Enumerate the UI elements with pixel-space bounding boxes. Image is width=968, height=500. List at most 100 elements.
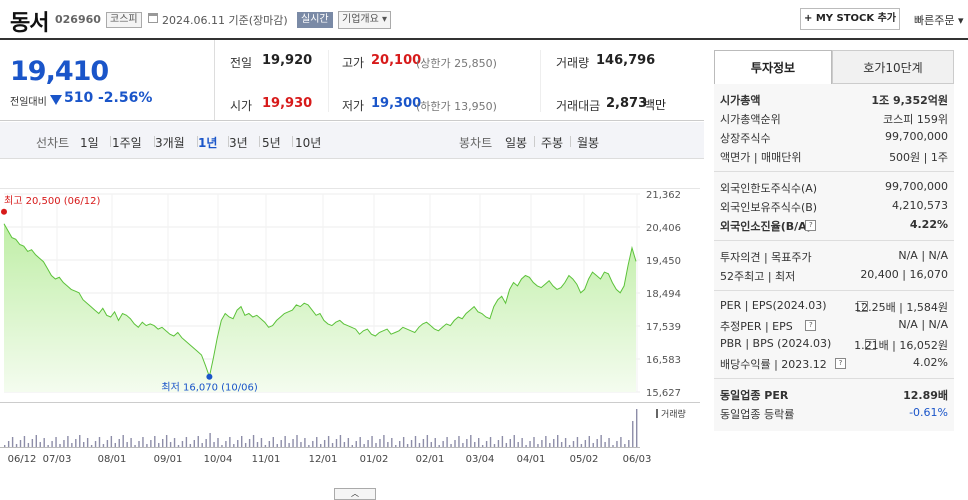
period-tab-6[interactable]: 10년 [295, 136, 322, 150]
volume-bar [521, 438, 523, 447]
info-value: 99,700,000 [885, 130, 948, 143]
info-value: 4.02% [913, 356, 948, 369]
high-label: 고가 [342, 56, 365, 70]
volume-bar [241, 436, 243, 447]
info-value: N/A | N/A [898, 249, 948, 262]
volume-bar [67, 436, 69, 447]
volume-bar [537, 444, 539, 447]
volume-bar [323, 440, 326, 447]
period-tab-0[interactable]: 1일 [80, 136, 99, 150]
help-icon[interactable]: ? [835, 358, 846, 369]
candle-tab-2[interactable]: 월봉 [577, 136, 600, 150]
volume-bar [308, 445, 310, 447]
volume-bar [327, 436, 330, 447]
volume-bar [450, 444, 452, 447]
upper-limit: (상한가 25,850) [416, 57, 497, 70]
stock-name: 동서 [10, 11, 49, 36]
y-tick-label: 18,494 [646, 289, 681, 300]
volume-bar [596, 439, 598, 447]
volume-bar [102, 444, 105, 447]
volume-bar [268, 441, 271, 447]
help-icon[interactable]: ? [857, 301, 869, 312]
volume-bar [173, 438, 176, 447]
volume-bar [588, 436, 590, 447]
volume-bar [118, 439, 120, 447]
volume-bar [23, 436, 26, 447]
section-divider [714, 240, 954, 241]
volume-bar [426, 435, 429, 447]
volume-bar [51, 441, 53, 447]
collapse-chevron-icon[interactable]: ︿ [334, 488, 376, 500]
help-icon[interactable]: ? [805, 320, 817, 331]
chart-top-line [0, 188, 700, 189]
section-divider [714, 378, 954, 379]
line-chart-label: 선차트 [36, 136, 70, 150]
help-icon[interactable]: ? [864, 339, 876, 350]
info-row: 투자의견 | 목표주가 N/A | N/A [720, 249, 948, 267]
realtime-button[interactable]: 실시간 [297, 12, 333, 28]
tab-invest-info[interactable]: 투자정보 [714, 50, 832, 84]
volume-baseline [0, 447, 640, 448]
tab-order-book[interactable]: 호가10단계 [832, 50, 954, 84]
section-divider [714, 290, 954, 291]
info-value: 코스피 159위 [883, 113, 948, 126]
diff-label: 전일대비 [10, 97, 47, 108]
y-tick-label: 16,583 [646, 355, 681, 366]
y-tick-label: 19,450 [646, 256, 681, 267]
price-area [4, 223, 636, 392]
period-tab-5[interactable]: 5년 [262, 136, 281, 150]
tab-separator [570, 136, 571, 147]
volume-bar [39, 442, 41, 447]
volume-bar [379, 439, 381, 447]
volume-bar [406, 444, 409, 447]
period-tab-3[interactable]: 1년 [198, 136, 218, 150]
info-value: 4,210,573 [892, 199, 948, 212]
info-row: 배당수익률 | 2023.12? 4.02% [720, 356, 948, 374]
tab-separator [110, 136, 111, 147]
volume-bar [130, 438, 132, 447]
volume-bar [138, 441, 140, 447]
volume-bar [35, 435, 37, 447]
amount-unit: 백만 [644, 98, 667, 112]
volume-bar [75, 439, 77, 447]
volume-bar [169, 442, 172, 447]
volume-bar [533, 437, 535, 447]
info-key: 배당수익률 | 2023.12 [720, 358, 827, 371]
high-marker [1, 208, 7, 215]
stock-code: 026960 [55, 13, 101, 26]
quick-order-button[interactable]: 빠른주문 ▾ [914, 14, 964, 27]
volume-bar [600, 435, 602, 447]
x-tick-label: 05/02 [570, 454, 599, 465]
tab-separator [228, 136, 229, 147]
info-key: 동일업종 PER [720, 389, 789, 402]
help-icon[interactable]: ? [805, 220, 817, 231]
lower-limit: (하한가 13,950) [416, 100, 497, 113]
volume-bar [300, 442, 302, 447]
period-tab-4[interactable]: 3년 [229, 136, 248, 150]
volume-bar [146, 444, 148, 447]
prev-label: 전일 [230, 56, 253, 70]
candle-chart-label: 봉차트 [459, 136, 493, 150]
volume-label: 거래량 [556, 56, 590, 70]
invest-info-table: 시가총액 1조 9,352억원 시가총액순위 코스피 159위 상장주식수 99,700,… [714, 84, 954, 431]
volume-value: 146,796 [596, 53, 656, 68]
company-info-dropdown[interactable]: 기업개요 ▾ [338, 11, 391, 29]
candle-tab-0[interactable]: 일봉 [505, 136, 528, 150]
volume-bar [430, 442, 432, 447]
mystock-add-button[interactable]: + MY STOCK 추가 [800, 8, 900, 30]
period-tab-2[interactable]: 3개월 [155, 136, 185, 150]
volume-bar [264, 445, 267, 447]
volume-bar [43, 438, 45, 447]
candle-tab-1[interactable]: 주봉 [541, 136, 564, 150]
volume-bar [632, 421, 634, 447]
open-label: 시가 [230, 99, 253, 113]
volume-bar [545, 436, 547, 447]
y-tick-label: 21,362 [646, 190, 681, 201]
volume-bar [248, 439, 251, 447]
volume-bar [280, 440, 282, 447]
volume-bar [320, 444, 322, 447]
volume-bar [292, 439, 294, 447]
period-tab-1[interactable]: 1주일 [112, 136, 142, 150]
volume-bar [399, 441, 401, 447]
volume-bar [11, 437, 14, 447]
